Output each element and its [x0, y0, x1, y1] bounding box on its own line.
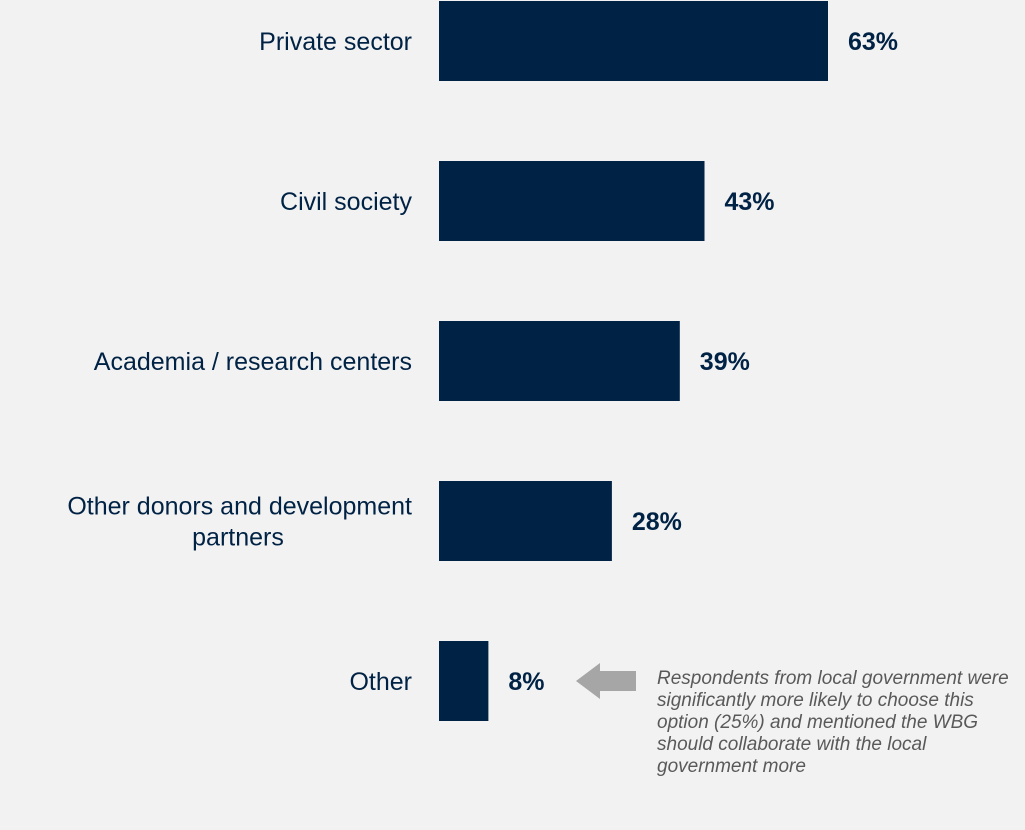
category-labels-layer: Private sector Civil society Academia / re… [67, 28, 412, 696]
category-label-3-line-1: partners [192, 524, 284, 552]
annotation-arrow-icon [576, 663, 636, 699]
bars-layer [439, 1, 828, 721]
value-label-2: 39% [700, 348, 750, 376]
value-label-1: 43% [725, 188, 775, 216]
value-label-0: 63% [848, 28, 898, 56]
bar-3 [439, 481, 612, 561]
category-label-3-line-0: Other donors and development [67, 493, 412, 521]
bar-0 [439, 1, 828, 81]
annotation-layer [576, 663, 636, 699]
category-label-4: Other [349, 668, 412, 696]
bar-4 [439, 641, 489, 721]
category-label-0: Private sector [259, 28, 412, 56]
bar-2 [439, 321, 680, 401]
bar-1 [439, 161, 705, 241]
annotation-note: Respondents from local government were s… [657, 668, 1009, 777]
value-label-3: 28% [632, 508, 682, 536]
value-label-4: 8% [508, 668, 544, 696]
category-label-2: Academia / research centers [94, 348, 412, 376]
category-label-1: Civil society [280, 188, 412, 216]
value-labels-layer: 63% 43% 39% 28% 8% [508, 28, 898, 696]
